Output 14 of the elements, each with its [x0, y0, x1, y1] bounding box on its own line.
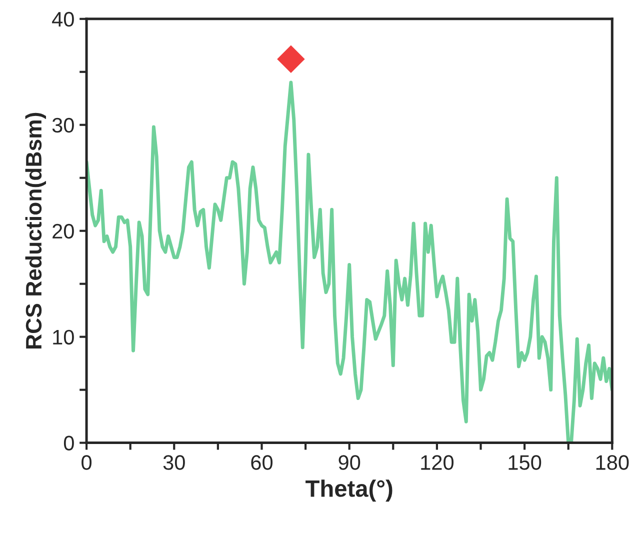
y-tick-label: 0 [64, 436, 74, 451]
y-tick-label: 20 [52, 224, 74, 239]
x-tick-label: 120 [421, 455, 454, 470]
y-axis-title: RCS Reduction(dBsm) [25, 112, 46, 348]
x-tick-label: 60 [251, 455, 273, 470]
x-tick-label: 180 [596, 455, 629, 470]
x-tick-label: 90 [338, 455, 360, 470]
y-tick-label: 40 [52, 12, 74, 27]
y-tick-label: 30 [52, 118, 74, 133]
x-tick-label: 150 [508, 455, 542, 470]
x-tick-label: 30 [163, 455, 185, 470]
x-axis-title: Theta(°) [306, 480, 392, 502]
x-tick-label: 0 [82, 455, 92, 470]
y-tick-label: 10 [53, 330, 74, 345]
